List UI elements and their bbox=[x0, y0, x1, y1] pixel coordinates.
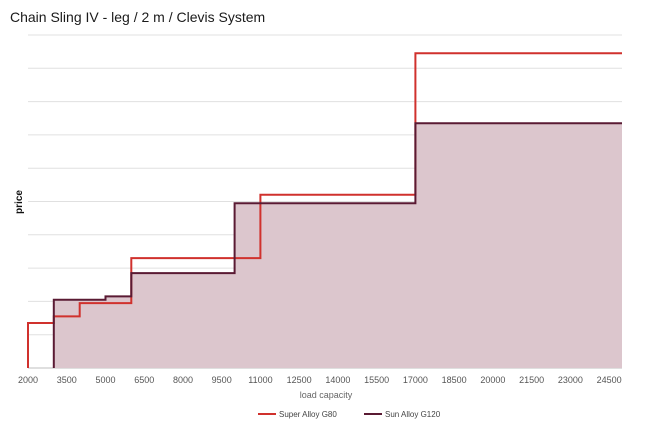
x-tick-label: 15500 bbox=[364, 375, 389, 385]
legend-label-0: Super Alloy G80 bbox=[279, 410, 337, 419]
x-tick-label: 21500 bbox=[519, 375, 544, 385]
chart-title: Chain Sling IV - leg / 2 m / Clevis Syst… bbox=[10, 9, 266, 25]
series-line-1 bbox=[52, 122, 622, 368]
x-tick-label: 5000 bbox=[95, 375, 115, 385]
x-tick-label: 12500 bbox=[287, 375, 312, 385]
x-tick-label: 23000 bbox=[558, 375, 583, 385]
x-tick-label: 11000 bbox=[248, 375, 272, 385]
x-tick-label: 14000 bbox=[325, 375, 350, 385]
y-axis-label: price bbox=[14, 190, 25, 214]
x-tick-label: 17000 bbox=[403, 375, 428, 385]
x-tick-label: 6500 bbox=[134, 375, 154, 385]
area-layer bbox=[53, 123, 623, 368]
x-tick-label: 24500 bbox=[597, 375, 622, 385]
x-axis-label: load capacity bbox=[300, 390, 353, 400]
x-tick-label: 3500 bbox=[57, 375, 77, 385]
x-tick-label: 20000 bbox=[480, 375, 505, 385]
x-tick-label: 2000 bbox=[18, 375, 38, 385]
series-lines bbox=[27, 52, 622, 368]
legend: Super Alloy G80 Sun Alloy G120 bbox=[258, 410, 441, 419]
x-tick-label: 9500 bbox=[212, 375, 232, 385]
series-area-1 bbox=[53, 123, 623, 368]
x-tick-labels: 2000 3500 5000 6500 8000 9500 11000 12500 14000 1… bbox=[18, 375, 622, 385]
legend-label-1: Sun Alloy G120 bbox=[385, 410, 441, 419]
x-tick-label: 18500 bbox=[442, 375, 467, 385]
x-tick-label: 8000 bbox=[173, 375, 193, 385]
